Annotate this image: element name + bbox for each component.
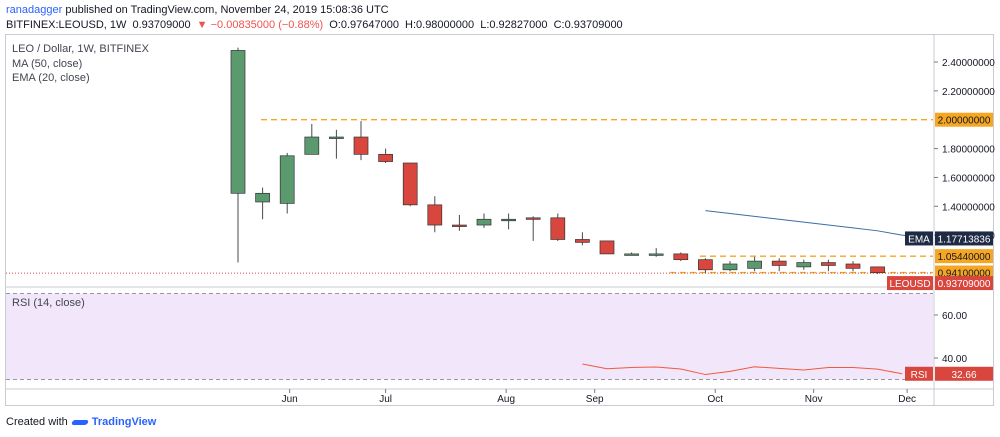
rsi-tick-label: 60.00 [942,311,967,322]
time-tick-label: Jun [282,394,298,405]
candle-up [329,136,344,139]
candle-up [747,260,762,269]
candle-up [796,262,812,268]
candle-down [402,162,418,206]
tradingview-brand[interactable]: TradingView [91,416,157,428]
candle-up [304,136,320,155]
level-badge-2: 2.00000000 [938,116,991,127]
author-link[interactable]: ranadagger [6,4,63,16]
level-badge-2-bg [935,112,993,127]
candle-up [255,192,270,203]
ma-legend[interactable]: MA (50, close) [12,58,83,70]
ema-legend[interactable]: EMA (20, close) [12,72,90,84]
candle-down [599,240,615,255]
chart-frame[interactable] [5,34,994,406]
tradingview-logo-icon [72,417,88,427]
time-tick-label: Nov [805,394,823,405]
level-badge-1054-bg [935,249,993,264]
rsi-value-badge: 32.66 [951,370,976,381]
time-tick-label: Aug [497,394,515,405]
ohlc-bar: BITFINEX:LEOUSD, 1W 0.93709000 ▼ −0.0083… [6,19,626,31]
price-tick-label: 2.40000000 [942,58,995,69]
price-tick-label: 1.80000000 [942,145,995,156]
symbol-tag: LEOUSD [889,279,930,290]
footer: Created with TradingView [6,416,156,428]
rsi-legend[interactable]: RSI (14, close) [12,297,85,309]
time-tick-label: Oct [707,394,723,405]
time-tick-label: Jul [379,394,392,405]
rsi-tick-label: 40.00 [942,354,967,365]
candle-up [279,155,295,204]
last-price-badge: 0.93709000 [938,279,991,290]
time-tick-label: Sep [586,394,604,405]
rsi-tag-bg [905,366,933,381]
candle-down [673,253,689,261]
candle-down [771,260,787,266]
low-value: L:0.92827000 [480,19,548,31]
symbol-tag-bg [887,276,933,291]
price-tick-label: 2.20000000 [942,87,995,98]
candle-down [427,204,443,226]
ema-value-badge: 1.17713836 [938,234,991,245]
candle-up [230,50,246,194]
ema-line [705,210,927,239]
rsi-tag: RSI [911,370,928,381]
high-value: H:0.98000000 [405,19,475,31]
level-badge-1054: 1.05440000 [938,252,991,263]
publish-info: ranadagger published on TradingView.com,… [6,4,389,16]
candle-down [575,239,590,243]
chart-legend-title: LEO / Dollar, 1W, BITFINEX [12,43,149,55]
candle-up [501,218,516,222]
ema-tag-bg [905,231,933,246]
candle-down [698,259,713,271]
candle-up [476,218,492,226]
published-text: published on TradingView.com, November 2… [65,4,389,16]
candle-up [648,253,664,256]
symbol-label: BITFINEX:LEOUSD, 1W [6,19,127,31]
candle-down [353,136,369,155]
candle-down [550,217,566,240]
last-price: 0.93709000 [132,19,191,31]
candle-down [821,262,836,266]
level-badge-0941-bg [935,265,993,280]
ema-tag: EMA [908,234,930,245]
rsi-line [582,363,903,376]
ema-value-badge-bg [935,231,993,246]
close-value: C:0.93709000 [553,19,623,31]
price-tick-label: 1.40000000 [942,202,995,213]
rsi-band-background [6,293,933,380]
candle-up [722,263,738,271]
candle-down [870,266,885,274]
candle-down [525,217,541,220]
price-tick-label: 1.60000000 [942,173,995,184]
price-change: ▼ −0.00835000 (−0.88%) [196,19,324,31]
created-with-label: Created with [6,416,68,428]
candle-down [845,263,861,269]
rsi-value-badge-bg [935,366,993,381]
time-tick-label: Dec [898,394,916,405]
open-value: O:0.97647000 [329,19,399,31]
candle-down [452,224,467,227]
candle-down [378,153,393,162]
level-badge-0941: 0.94100000 [938,269,991,280]
candle-up [624,253,639,256]
last-price-badge-bg [935,276,993,291]
